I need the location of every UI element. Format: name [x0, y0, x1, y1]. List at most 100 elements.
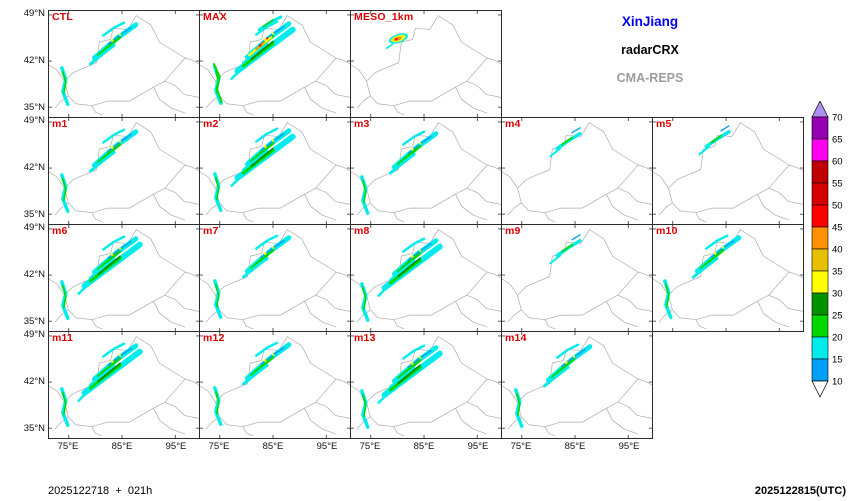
x-tick-label: 85°E — [111, 441, 133, 452]
y-tick-label: 49°N — [23, 329, 45, 340]
x-tick-label: 95°E — [316, 441, 338, 452]
colorbar-tick-label: 10 — [832, 377, 843, 388]
panel-row: 49°N 42°N 35°N m6 m7 m8 m9 — [24, 222, 804, 332]
panel-label: m11 — [52, 332, 74, 344]
y-tick-label: 35°N — [23, 102, 45, 113]
colorbar-tick-label: 70 — [832, 113, 843, 124]
radar-echoes — [548, 126, 582, 159]
panel-grid: 49°N 42°N 35°N CTL MAX MESO_1km 49°N 42°N 35… — [24, 8, 804, 439]
y-tick-label: 49°N — [23, 115, 45, 126]
y-tick-label: 42°N — [23, 55, 45, 66]
panel-CTL: CTL — [48, 10, 200, 118]
basemap-outline — [49, 332, 199, 438]
colorbar-tick-label: 30 — [832, 289, 843, 300]
panel-label: m10 — [656, 225, 678, 237]
colorbar: 70 65 60 55 50 45 40 35 30 25 20 15 10 — [811, 101, 843, 398]
panel-m9: m9 — [501, 224, 653, 332]
panel-m4: m4 — [501, 117, 653, 225]
panel-label: m2 — [203, 118, 219, 130]
panel-m8: m8 — [350, 224, 502, 332]
colorbar-tick-label: 40 — [832, 245, 843, 256]
panel-m6: m6 — [48, 224, 200, 332]
colorbar-tick-label: 25 — [832, 311, 843, 322]
panel-label: m7 — [203, 225, 219, 237]
panel-m1: m1 — [48, 117, 200, 225]
radar-echoes — [385, 30, 410, 50]
panel-m12: m12 — [199, 331, 351, 439]
panel-row: 49°N 42°N 35°N m11 m12 m13 m14 — [24, 329, 804, 439]
colorbar-tick-label: 50 — [832, 201, 843, 212]
radar-echoes — [215, 129, 293, 210]
legend-model-label: CMA-REPS — [616, 71, 684, 85]
basemap-outline — [200, 11, 350, 117]
colorbar-segment — [811, 182, 829, 206]
colorbar-arrow-bottom — [811, 380, 829, 398]
basemap-outline — [351, 225, 501, 331]
colorbar-arrow-top — [811, 101, 829, 118]
basemap-outline — [200, 118, 350, 224]
x-tick-label: 95°E — [618, 441, 640, 452]
radar-echoes — [362, 132, 436, 213]
y-tick-label: 42°N — [23, 162, 45, 173]
basemap-outline — [351, 118, 501, 224]
x-tick-label: 95°E — [467, 441, 489, 452]
colorbar-segment — [811, 138, 829, 162]
y-tick-label: 42°N — [23, 269, 45, 280]
panel-m5: m5 — [652, 117, 804, 225]
panel-m3: m3 — [350, 117, 502, 225]
radar-echoes — [665, 236, 739, 317]
radar-echoes — [215, 343, 289, 424]
radar-echoes — [516, 345, 590, 426]
panel-label: MESO_1km — [354, 11, 414, 23]
panel-label: m12 — [203, 332, 225, 344]
panel-m14: m14 — [501, 331, 653, 439]
valid-time-utc: 2025122815(UTC) — [754, 485, 846, 497]
colorbar-segment — [811, 336, 829, 360]
x-tick-label: 75°E — [57, 441, 79, 452]
basemap-outline — [200, 225, 350, 331]
radar-echoes — [62, 237, 140, 318]
x-tick-label: 85°E — [262, 441, 284, 452]
x-axis-labels: 75°E 85°E 95°E 75°E 85°E 95°E 75°E 85°E 95°E 75°E… — [0, 441, 860, 455]
panel-label: m3 — [354, 118, 370, 130]
x-tick-label: 85°E — [564, 441, 586, 452]
y-tick-label: 35°N — [23, 316, 45, 327]
radar-echoes — [362, 346, 440, 427]
panel-label: CTL — [52, 11, 74, 23]
radar-echoes — [62, 23, 136, 104]
basemap-outline — [49, 118, 199, 224]
colorbar-segment — [811, 116, 829, 140]
panel-MAX: MAX — [199, 10, 351, 118]
colorbar-segment — [811, 160, 829, 184]
basemap-outline — [502, 332, 652, 438]
init-time-line-1: 2025122718 + 021h — [48, 485, 153, 497]
panel-label: m9 — [505, 225, 521, 237]
panel-m2: m2 — [199, 117, 351, 225]
y-tick-label: 35°N — [23, 423, 45, 434]
panel-m13: m13 — [350, 331, 502, 439]
radar-echoes — [548, 233, 582, 266]
panel-m7: m7 — [199, 224, 351, 332]
y-tick-label: 35°N — [23, 209, 45, 220]
colorbar-tick-label: 35 — [832, 267, 843, 278]
colorbar-tick-label: 15 — [832, 355, 843, 366]
panel-label: m14 — [505, 332, 527, 344]
colorbar-tick-label: 55 — [832, 179, 843, 190]
panel-m10: m10 — [652, 224, 804, 332]
panel-MESO_1km: MESO_1km — [350, 10, 502, 118]
radar-echoes — [215, 236, 289, 317]
radar-echoes — [214, 17, 293, 103]
basemap-outline — [49, 225, 199, 331]
colorbar-segment — [811, 226, 829, 250]
basemap-outline — [49, 11, 199, 117]
colorbar-tick-label: 45 — [832, 223, 843, 234]
x-tick-label: 75°E — [208, 441, 230, 452]
panel-label: m4 — [505, 118, 521, 130]
panel-label: m6 — [52, 225, 68, 237]
init-times: 2025122718 + 021h 2025122802 + 021h — [48, 456, 152, 501]
panel-row: 49°N 42°N 35°N CTL MAX MESO_1km — [24, 8, 804, 118]
panel-m11: m11 — [48, 331, 200, 439]
x-tick-label: 85°E — [413, 441, 435, 452]
panel-label: m13 — [354, 332, 376, 344]
